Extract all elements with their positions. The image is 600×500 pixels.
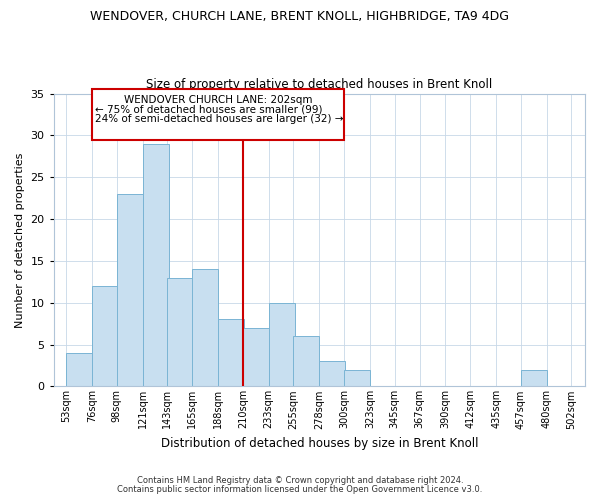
Bar (218, 320, 244, 386)
Title: Size of property relative to detached houses in Brent Knoll: Size of property relative to detached ho… (146, 78, 493, 91)
X-axis label: Distribution of detached houses by size in Brent Knoll: Distribution of detached houses by size … (161, 437, 478, 450)
Bar (92, 286, 118, 386)
Bar (167, 278, 193, 386)
Bar (117, 194, 143, 386)
Bar (192, 270, 218, 386)
Text: WENDOVER CHURCH LANE: 202sqm: WENDOVER CHURCH LANE: 202sqm (124, 95, 312, 105)
Bar (269, 302, 295, 386)
Bar (293, 336, 319, 386)
Bar (319, 362, 345, 386)
FancyBboxPatch shape (92, 90, 344, 140)
Bar (521, 370, 547, 386)
Text: 24% of semi-detached houses are larger (32) →: 24% of semi-detached houses are larger (… (95, 114, 344, 124)
Text: Contains public sector information licensed under the Open Government Licence v3: Contains public sector information licen… (118, 484, 482, 494)
Text: ← 75% of detached houses are smaller (99): ← 75% of detached houses are smaller (99… (95, 104, 323, 115)
Text: Contains HM Land Registry data © Crown copyright and database right 2024.: Contains HM Land Registry data © Crown c… (137, 476, 463, 485)
Y-axis label: Number of detached properties: Number of detached properties (15, 152, 25, 328)
Bar (66, 353, 92, 386)
Bar (143, 144, 169, 386)
Text: WENDOVER, CHURCH LANE, BRENT KNOLL, HIGHBRIDGE, TA9 4DG: WENDOVER, CHURCH LANE, BRENT KNOLL, HIGH… (91, 10, 509, 23)
Bar (243, 328, 269, 386)
Bar (344, 370, 370, 386)
